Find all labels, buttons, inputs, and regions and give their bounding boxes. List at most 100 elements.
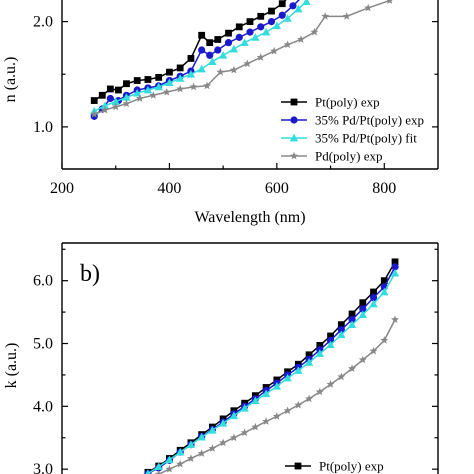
- data-point: [155, 73, 163, 81]
- data-point: [206, 39, 214, 47]
- data-point: [123, 80, 130, 88]
- data-point: [257, 12, 265, 20]
- data-point: [106, 94, 114, 103]
- legend: Pt(poly) exp 35% Pd/Pt(poly) exp 35% Pd/Pt…: [281, 95, 424, 164]
- data-point: [305, 351, 313, 359]
- data-point: [380, 287, 389, 296]
- data-point: [283, 40, 292, 49]
- data-point: [100, 101, 110, 110]
- y-axis-label: k (a.u.): [3, 343, 20, 389]
- series-3: [145, 268, 400, 474]
- data-point: [278, 11, 286, 19]
- data-point: [100, 105, 109, 114]
- data-point: [370, 288, 377, 296]
- data-point: [294, 366, 303, 374]
- data-point: [203, 81, 212, 90]
- data-point: [214, 36, 222, 43]
- data-point: [111, 97, 120, 105]
- data-point: [189, 82, 198, 91]
- data-point: [337, 321, 345, 329]
- data-point: [165, 78, 174, 87]
- legend-label: Pt(poly) exp: [319, 459, 384, 474]
- data-point: [187, 55, 195, 62]
- data-point: [115, 86, 122, 94]
- data-point: [154, 82, 163, 91]
- data-point: [186, 440, 196, 449]
- data-point: [262, 417, 271, 425]
- legend-marker: [294, 462, 302, 470]
- data-point: [369, 294, 378, 302]
- data-point: [294, 400, 303, 409]
- data-point: [240, 428, 249, 437]
- x-tick-label: 200: [50, 180, 74, 197]
- data-point: [224, 39, 233, 47]
- series-4: [154, 315, 400, 474]
- data-point: [243, 59, 252, 68]
- legend-marker: [290, 116, 298, 124]
- data-point: [261, 389, 271, 398]
- series-line: [143, 261, 396, 474]
- data-point: [359, 299, 367, 307]
- series-2: [144, 263, 399, 474]
- legend-marker: [289, 133, 299, 142]
- x-tick-label: 600: [265, 180, 289, 197]
- series-1: [143, 258, 399, 474]
- data-point: [380, 336, 389, 344]
- data-point: [197, 64, 206, 73]
- legend-label: Pt(poly) exp: [315, 95, 380, 110]
- series-2: [90, 0, 300, 120]
- data-point: [305, 394, 314, 403]
- data-point: [229, 65, 238, 74]
- data-point: [348, 316, 356, 324]
- data-point: [358, 355, 367, 364]
- x-tick-label: 400: [157, 180, 181, 197]
- data-point: [315, 387, 324, 396]
- data-point: [176, 64, 184, 72]
- data-point: [98, 91, 106, 99]
- data-point: [154, 462, 163, 471]
- data-point: [321, 12, 330, 20]
- data-point: [235, 33, 243, 41]
- data-point: [154, 469, 163, 474]
- data-point: [175, 447, 185, 456]
- data-point: [364, 3, 373, 12]
- data-point: [369, 346, 378, 355]
- data-point: [198, 31, 206, 39]
- data-point: [175, 74, 185, 82]
- data-point: [268, 7, 275, 15]
- panel-label: b): [80, 261, 100, 287]
- data-point: [246, 18, 254, 25]
- data-point: [327, 332, 334, 340]
- data-point: [133, 88, 142, 97]
- data-point: [186, 70, 196, 78]
- data-point: [272, 412, 281, 420]
- y-tick-label: 5.0: [33, 336, 53, 353]
- data-point: [316, 341, 324, 349]
- data-point: [214, 46, 222, 54]
- panel-b: 3.0 4.0 5.0 6.0 k (a.u.) b) Pt(poly) exp: [3, 242, 439, 474]
- data-point: [122, 99, 131, 108]
- panel-a: 1.0 2.0 200 400 600 800 n (a.u.) Wavelength (nm…: [2, 0, 439, 226]
- data-point: [386, 0, 393, 4]
- series-line: [145, 266, 396, 474]
- data-point: [294, 4, 303, 13]
- data-point: [267, 17, 276, 26]
- data-point: [133, 77, 141, 84]
- data-point: [206, 51, 214, 59]
- y-tick-label: 4.0: [33, 398, 53, 415]
- data-point: [106, 85, 114, 93]
- data-point: [283, 406, 292, 415]
- legend-label: Pd(poly) exp: [315, 149, 383, 164]
- legend-label: 35% Pd/Pt(poly) exp: [315, 113, 424, 128]
- x-axis-label: Wavelength (nm): [194, 209, 305, 226]
- data-point: [208, 426, 217, 434]
- legend-marker: [290, 151, 298, 160]
- y-tick-label: 1.0: [33, 119, 53, 136]
- data-point: [272, 21, 282, 30]
- series-4: [90, 0, 393, 118]
- data-point: [229, 433, 238, 442]
- data-point: [270, 46, 279, 55]
- data-point: [229, 44, 239, 53]
- data-point: [165, 455, 174, 464]
- data-point: [90, 110, 99, 118]
